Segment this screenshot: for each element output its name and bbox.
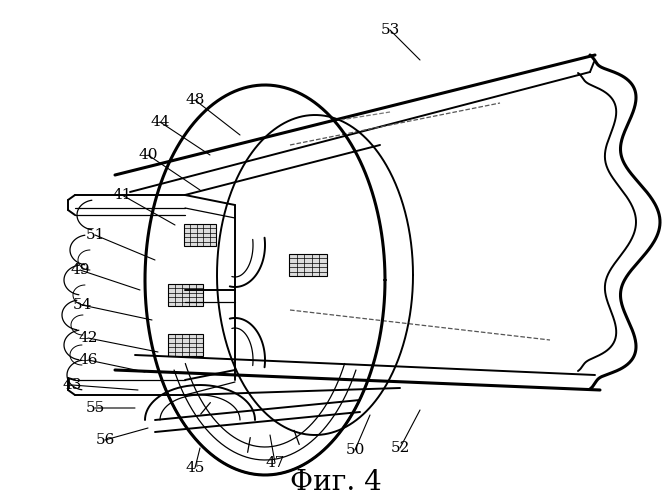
Text: 52: 52 (391, 441, 410, 455)
Text: 55: 55 (85, 401, 105, 415)
Text: 40: 40 (138, 148, 158, 162)
Text: 49: 49 (70, 263, 90, 277)
Text: 47: 47 (265, 456, 285, 470)
Bar (184, 224, 216, 246)
Text: 50: 50 (346, 443, 364, 457)
Text: 43: 43 (62, 378, 82, 392)
Bar (168, 284, 203, 306)
Text: 46: 46 (79, 353, 98, 367)
Bar (168, 334, 203, 356)
Text: 42: 42 (79, 331, 98, 345)
Text: 41: 41 (112, 188, 132, 202)
Text: 54: 54 (72, 298, 92, 312)
Text: 53: 53 (380, 23, 400, 37)
Text: 56: 56 (95, 433, 115, 447)
Text: 44: 44 (150, 115, 170, 129)
Text: 45: 45 (185, 461, 205, 475)
Text: 51: 51 (85, 228, 105, 242)
Text: 48: 48 (185, 93, 205, 107)
Text: Фиг. 4: Фиг. 4 (290, 468, 381, 495)
Bar (289, 254, 327, 276)
